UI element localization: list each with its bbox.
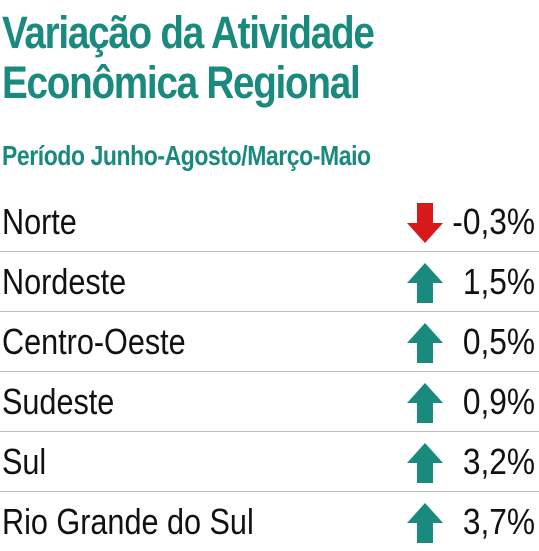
chart-subtitle: Período Junho-Agosto/Março-Maio (2, 140, 371, 171)
region-value: 3,7% (462, 501, 535, 542)
arrow-down-icon (407, 203, 443, 243)
region-value: 0,9% (462, 381, 535, 422)
region-value: 0,5% (462, 321, 535, 362)
arrow-up-icon (407, 263, 443, 303)
region-label: Centro-Oeste (2, 321, 186, 362)
region-table: Norte -0,3% Nordeste 1,5% Centro-Oeste 0,5% Su… (0, 192, 539, 551)
title-line-1: Variação da Atividade (2, 7, 375, 58)
table-row: Rio Grande do Sul 3,7% (0, 491, 539, 551)
arrow-up-icon (407, 443, 443, 483)
table-row: Sul 3,2% (0, 431, 539, 491)
table-row: Nordeste 1,5% (0, 251, 539, 311)
title-line-2: Econômica Regional (2, 57, 361, 108)
region-value: 3,2% (462, 441, 535, 482)
table-row: Centro-Oeste 0,5% (0, 311, 539, 371)
region-value: 1,5% (462, 261, 535, 302)
region-label: Sudeste (2, 381, 115, 422)
region-value: -0,3% (452, 201, 535, 242)
arrow-up-icon (407, 323, 443, 363)
arrow-up-icon (407, 503, 443, 543)
table-row: Norte -0,3% (0, 192, 539, 251)
arrow-up-icon (407, 383, 443, 423)
chart-title: Variação da Atividade Econômica Regional (2, 8, 461, 108)
region-label: Norte (2, 201, 77, 242)
region-label: Nordeste (2, 261, 127, 302)
region-label: Sul (2, 441, 47, 482)
region-label: Rio Grande do Sul (2, 501, 254, 542)
table-row: Sudeste 0,9% (0, 371, 539, 431)
